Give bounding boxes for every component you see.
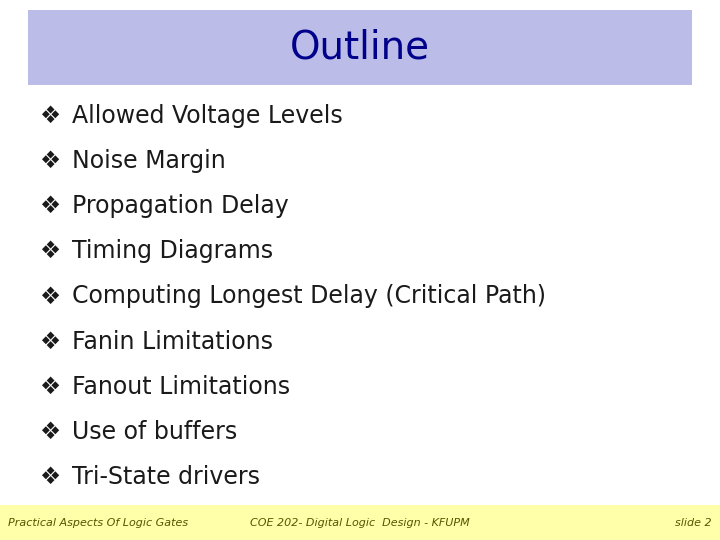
Text: Tri-State drivers: Tri-State drivers xyxy=(72,465,260,489)
Text: Use of buffers: Use of buffers xyxy=(72,420,238,444)
Text: Timing Diagrams: Timing Diagrams xyxy=(72,239,273,264)
Text: ❖: ❖ xyxy=(40,239,60,264)
Text: ❖: ❖ xyxy=(40,285,60,308)
Text: Propagation Delay: Propagation Delay xyxy=(72,194,289,218)
Text: ❖: ❖ xyxy=(40,149,60,173)
Text: Fanin Limitations: Fanin Limitations xyxy=(72,330,273,354)
Text: ❖: ❖ xyxy=(40,330,60,354)
Text: ❖: ❖ xyxy=(40,194,60,218)
Text: ❖: ❖ xyxy=(40,104,60,127)
Text: Fanout Limitations: Fanout Limitations xyxy=(72,375,290,399)
Text: Allowed Voltage Levels: Allowed Voltage Levels xyxy=(72,104,343,127)
Text: Computing Longest Delay (Critical Path): Computing Longest Delay (Critical Path) xyxy=(72,285,546,308)
Text: ❖: ❖ xyxy=(40,420,60,444)
Text: Practical Aspects Of Logic Gates: Practical Aspects Of Logic Gates xyxy=(8,517,188,528)
Text: COE 202- Digital Logic  Design - KFUPM: COE 202- Digital Logic Design - KFUPM xyxy=(250,517,470,528)
Text: ❖: ❖ xyxy=(40,465,60,489)
Text: Outline: Outline xyxy=(290,29,430,66)
Text: slide 2: slide 2 xyxy=(675,517,712,528)
Bar xyxy=(28,10,692,85)
Text: ❖: ❖ xyxy=(40,375,60,399)
Bar xyxy=(0,505,720,540)
Text: Noise Margin: Noise Margin xyxy=(72,149,226,173)
